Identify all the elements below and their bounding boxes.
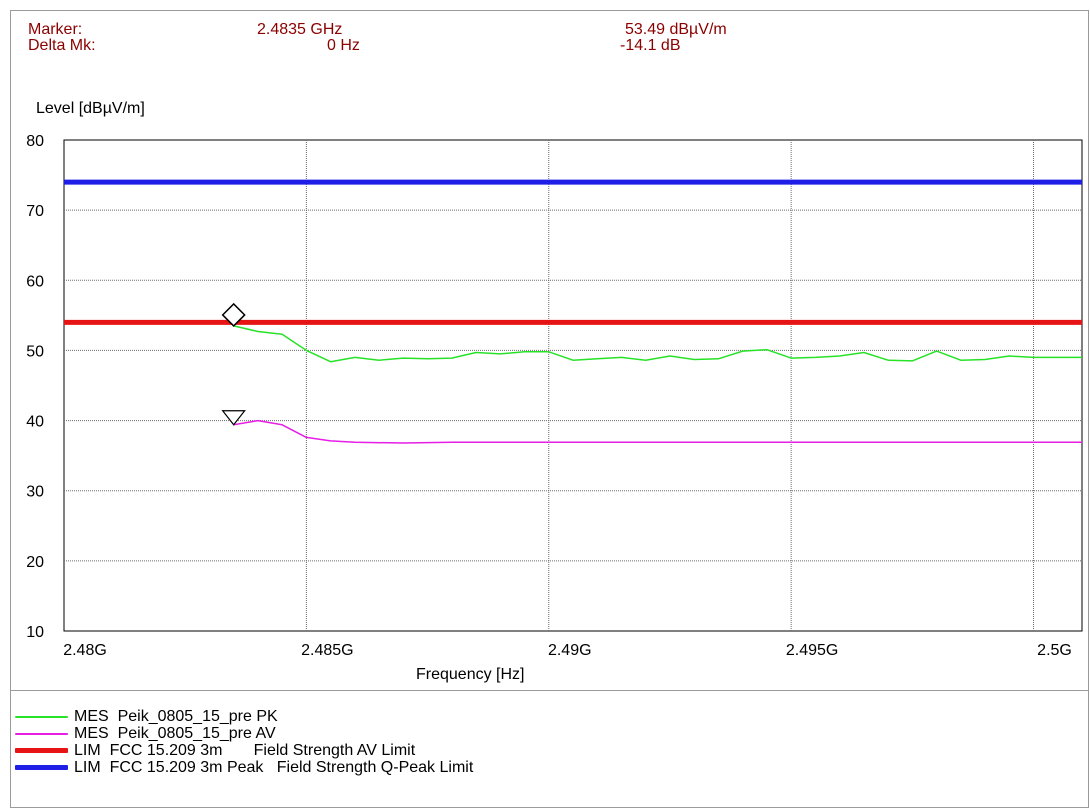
marker-level: 53.49 dBµV/m bbox=[625, 21, 727, 38]
delta-marker-label: Delta Mk: bbox=[28, 37, 96, 54]
delta-level: -14.1 dB bbox=[620, 37, 681, 54]
marker-label: Marker: bbox=[28, 21, 83, 38]
y-axis-title: Level [dBµV/m] bbox=[36, 100, 145, 117]
chart-frame bbox=[10, 10, 1089, 808]
legend-swatch-lim-av bbox=[15, 748, 68, 753]
legend-swatch-pk bbox=[15, 715, 68, 718]
marker-frequency: 2.4835 GHz bbox=[257, 21, 343, 38]
delta-frequency: 0 Hz bbox=[327, 37, 360, 54]
legend-text-lim-av: LIM FCC 15.209 3m Field Strength AV Limi… bbox=[74, 742, 416, 759]
legend-swatch-av bbox=[15, 732, 68, 735]
legend-item-pk: MES Peik_0805_15_pre PK bbox=[15, 708, 715, 725]
x-axis-title: Frequency [Hz] bbox=[416, 666, 525, 683]
legend: MES Peik_0805_15_pre PK MES Peik_0805_15… bbox=[15, 708, 715, 776]
legend-item-lim-av: LIM FCC 15.209 3m Field Strength AV Limi… bbox=[15, 742, 715, 759]
legend-item-lim-pk: LIM FCC 15.209 3m Peak Field Strength Q-… bbox=[15, 759, 715, 776]
legend-text-pk: MES Peik_0805_15_pre PK bbox=[74, 708, 278, 725]
legend-text-lim-pk: LIM FCC 15.209 3m Peak Field Strength Q-… bbox=[74, 759, 474, 776]
legend-text-av: MES Peik_0805_15_pre AV bbox=[74, 725, 276, 742]
legend-divider bbox=[10, 690, 1089, 691]
legend-swatch-lim-pk bbox=[15, 765, 68, 770]
legend-item-av: MES Peik_0805_15_pre AV bbox=[15, 725, 715, 742]
